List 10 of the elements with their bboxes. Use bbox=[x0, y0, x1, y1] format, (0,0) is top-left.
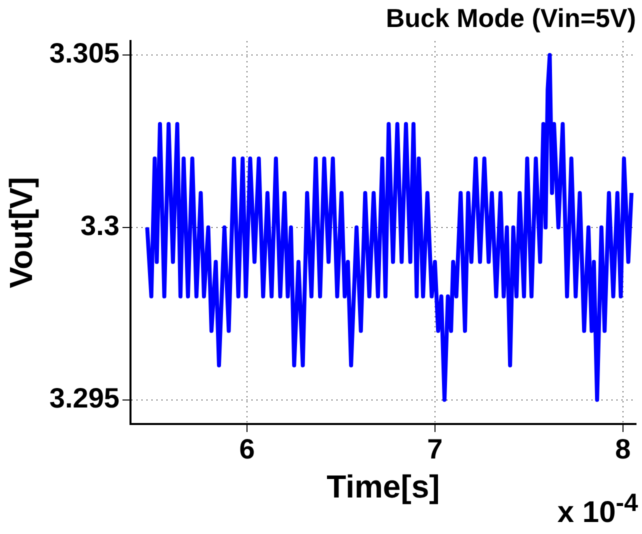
y-axis-title: Vout[V] bbox=[3, 176, 40, 288]
x-axis-title: Time[s] bbox=[326, 468, 440, 505]
text: x 10$^{-4}$ bbox=[557, 489, 638, 530]
y-tick-label: 3.3 bbox=[80, 210, 120, 242]
x-tick-label: 7 bbox=[427, 434, 443, 465]
y-tick-label: 3.305 bbox=[49, 38, 120, 69]
x-tick-label: 6 bbox=[239, 434, 255, 465]
y-tick-label: 3.295 bbox=[49, 382, 120, 414]
chart-title: Buck Mode (Vin=5V) bbox=[386, 2, 636, 33]
x-tick-label: 8 bbox=[615, 434, 631, 465]
